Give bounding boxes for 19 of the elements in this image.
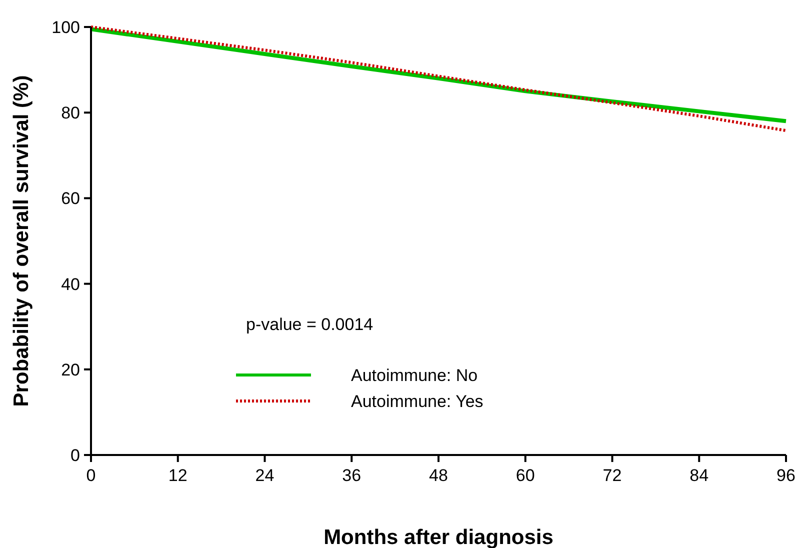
y-tick-label: 80 <box>61 104 80 123</box>
x-tick-label: 48 <box>429 466 448 485</box>
x-tick-label: 96 <box>776 466 796 485</box>
legend-label: Autoimmune: No <box>351 366 478 385</box>
legend-label: Autoimmune: Yes <box>351 392 484 411</box>
y-tick-label: 100 <box>52 18 80 37</box>
x-tick-label: 0 <box>86 466 96 485</box>
x-tick-label: 60 <box>516 466 535 485</box>
x-tick-label: 12 <box>168 466 188 485</box>
y-tick-label: 40 <box>61 274 80 294</box>
annotation: p-value = 0.0014 <box>246 315 374 334</box>
x-tick-label: 24 <box>255 466 274 485</box>
x-tick-label: 36 <box>342 466 362 485</box>
y-tick-label: 60 <box>61 189 80 208</box>
x-tick-label: 84 <box>690 466 709 485</box>
x-tick-label: 72 <box>602 466 622 485</box>
y-tick-label: 20 <box>61 360 80 380</box>
y-tick-label: 0 <box>70 446 80 465</box>
y-axis-title: Probability of overall survival (%) <box>10 75 33 407</box>
